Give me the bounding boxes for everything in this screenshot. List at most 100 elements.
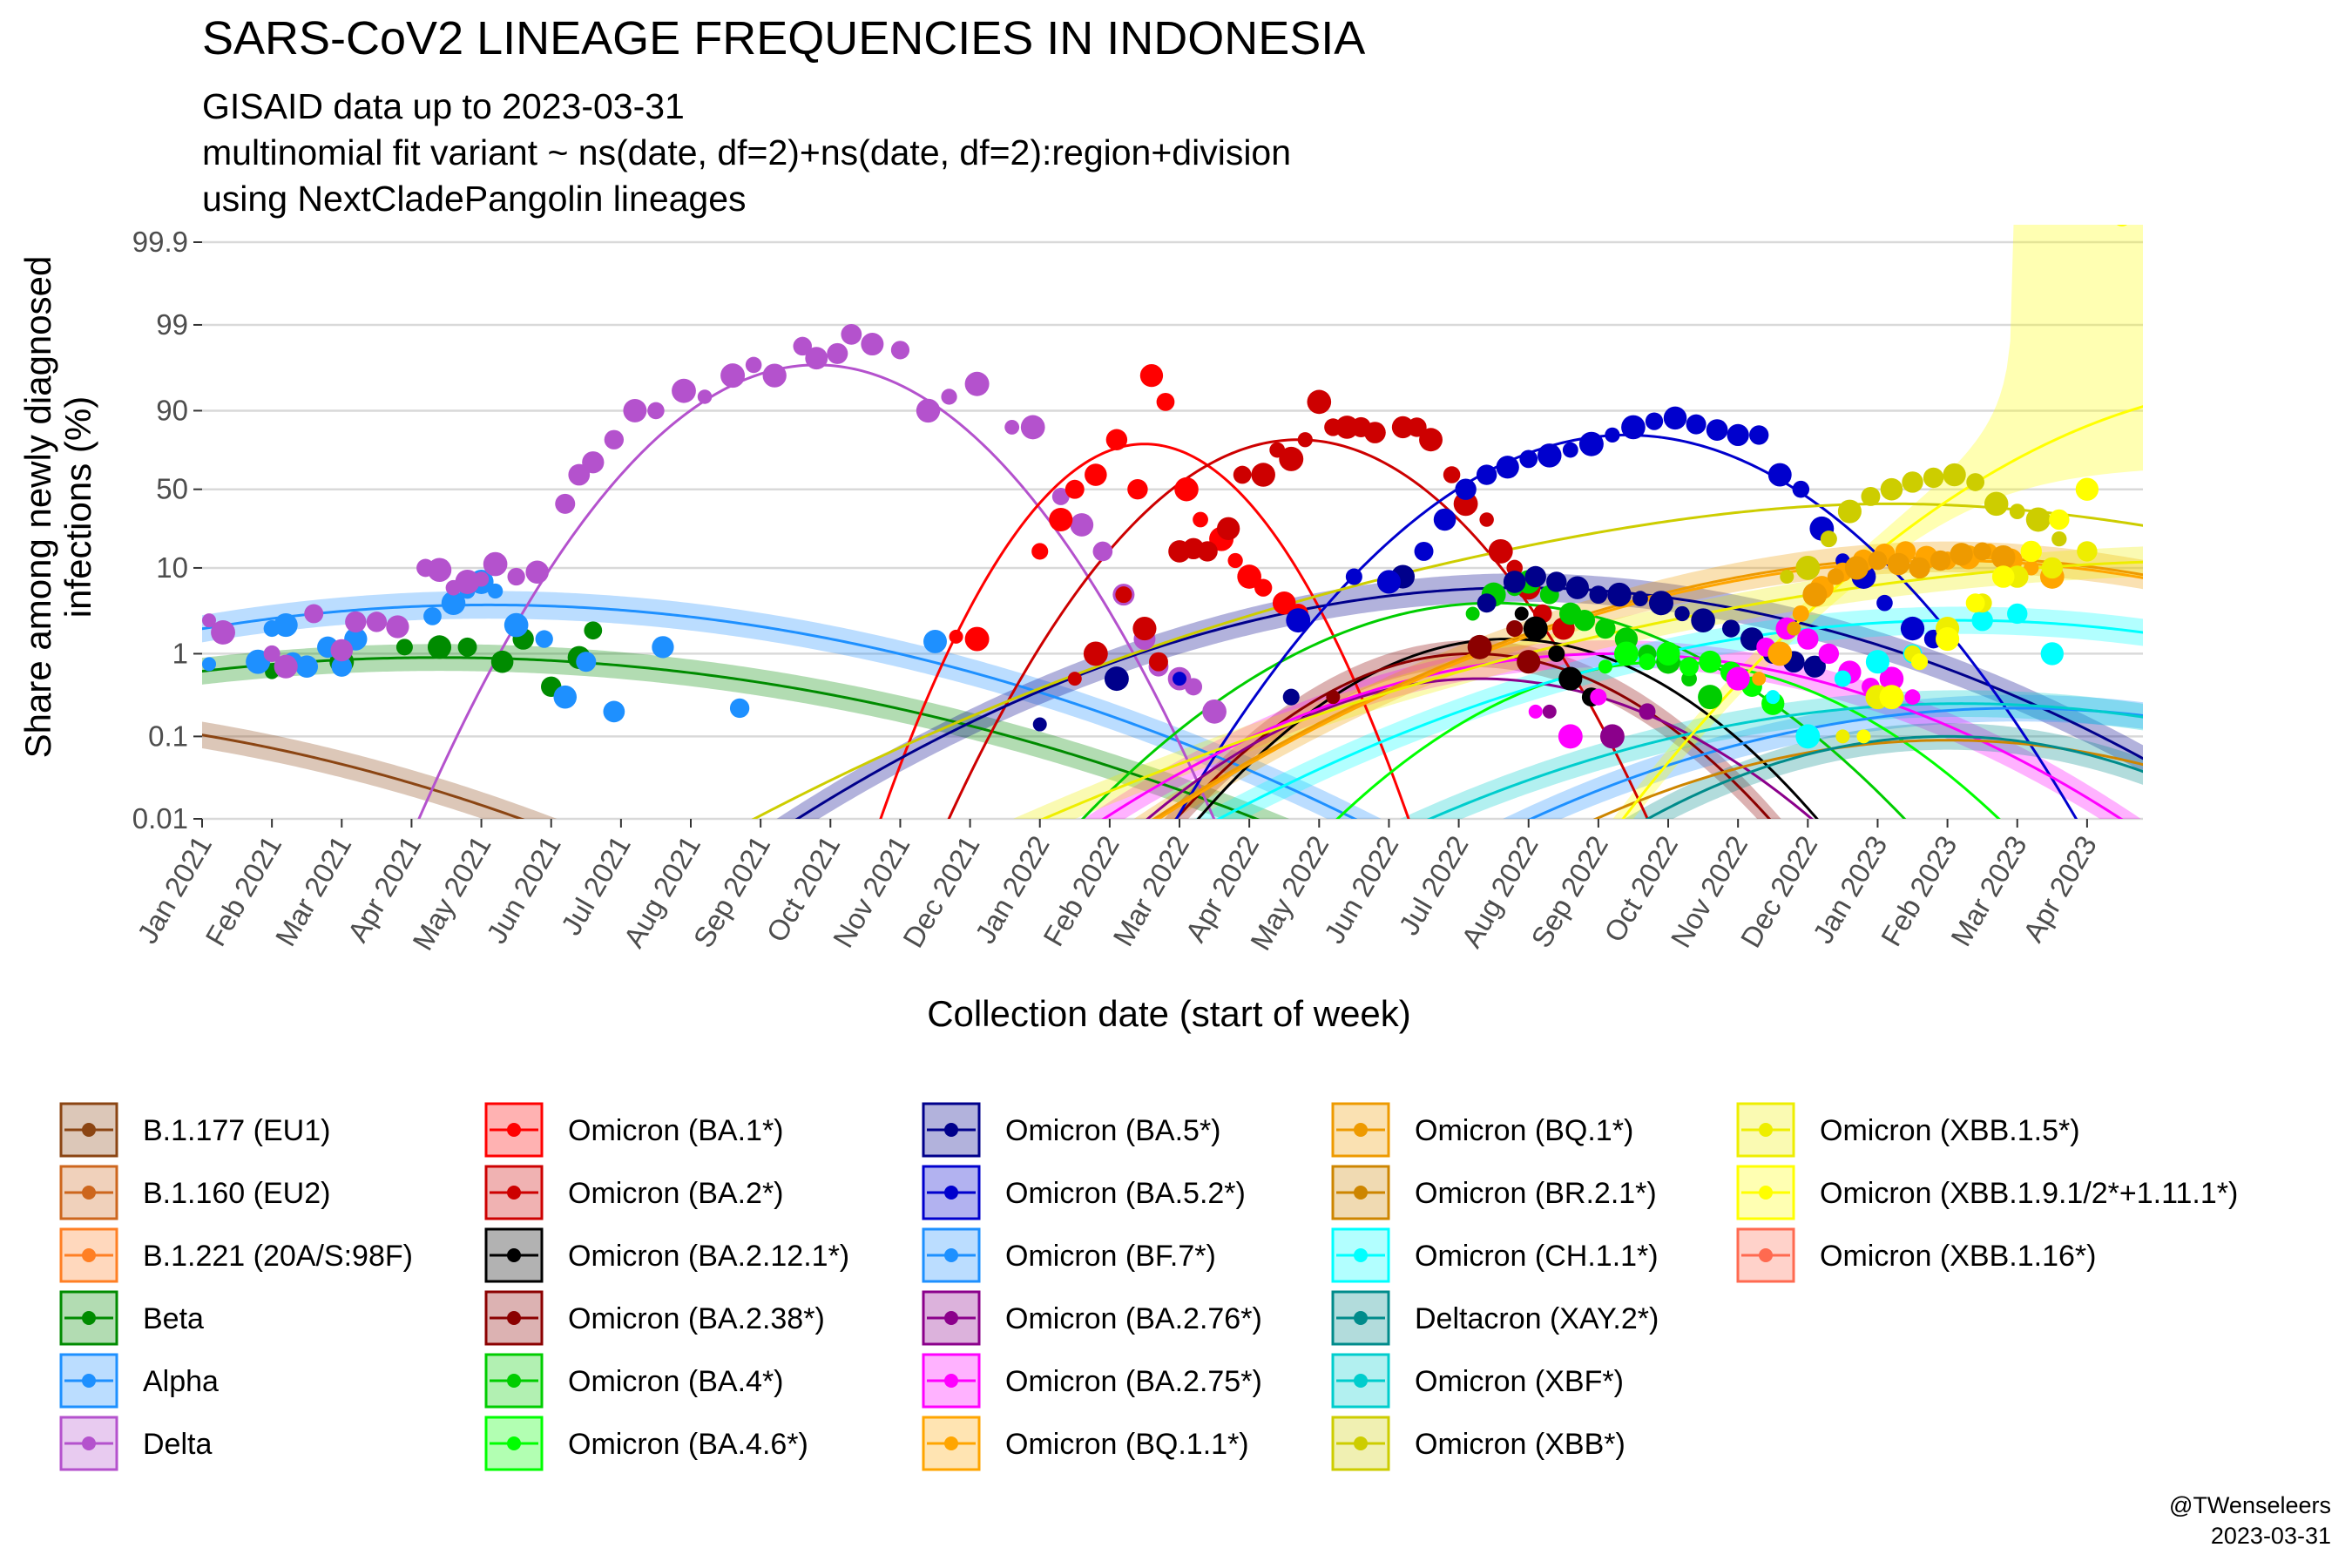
point-alpha-15 (535, 630, 553, 648)
point-delta-28 (793, 336, 812, 356)
legend-item-omicron-xbb-1-9-1-2-1-11-1: Omicron (XBB.1.9.1/2*+1.11.1*) (1736, 1165, 2238, 1220)
point-omicron-ba-5-19 (1803, 655, 1826, 678)
point-omicron-ba-2-18 (1364, 422, 1386, 443)
point-omicron-ba-4-6-2 (1639, 653, 1656, 671)
point-omicron-xbb-1-5-7 (2077, 541, 2098, 562)
point-delta-15 (507, 567, 525, 586)
point-omicron-xbb-1-5-6 (2041, 557, 2064, 579)
point-omicron-ba-5-2-19 (1727, 423, 1749, 447)
legend-item-omicron-bq-1: Omicron (BQ.1*) (1331, 1102, 1633, 1158)
point-alpha-16 (553, 685, 578, 709)
legend-item-beta: Beta (59, 1290, 204, 1346)
legend-label-delta: Delta (143, 1428, 212, 1461)
point-delta-35 (941, 389, 957, 405)
legend-label-omicron-xbb-1-5: Omicron (XBB.1.5*) (1820, 1114, 2080, 1147)
point-omicron-ba-2-1 (1083, 641, 1108, 666)
point-delta-21 (623, 398, 647, 422)
y-tick-label-99: 99 (156, 308, 188, 341)
legend-label-omicron-xbf: Omicron (XBF*) (1415, 1365, 1624, 1398)
point-alpha-7 (331, 656, 352, 677)
point-omicron-ba-2-7 (1197, 541, 1218, 562)
legend-label-omicron-bq-1: Omicron (BQ.1*) (1415, 1114, 1633, 1147)
point-omicron-ch-1-1-2 (1834, 670, 1851, 687)
point-alpha-9 (423, 607, 442, 625)
point-omicron-ba-2-19 (1391, 416, 1415, 439)
legend-item-omicron-ba-5-2: Omicron (BA.5.2*) (922, 1165, 1246, 1220)
legend-label-beta: Beta (143, 1302, 204, 1335)
point-alpha-0 (202, 657, 217, 672)
point-alpha-19 (652, 636, 674, 659)
point-omicron-ba-5-13 (1674, 605, 1690, 622)
legend-item-deltacron-xay-2: Deltacron (XAY.2*) (1331, 1290, 1659, 1346)
point-omicron-ba-2-12 (1279, 446, 1304, 471)
legend-item-omicron-xbb: Omicron (XBB*) (1331, 1416, 1625, 1471)
point-omicron-bq-1-1-0 (1752, 672, 1767, 686)
fit-line-omicron-xbf (1426, 702, 2143, 819)
legend-key-point-b-1-177-eu1 (82, 1123, 96, 1137)
legend-item-b-1-160-eu2: B.1.160 (EU2) (59, 1165, 330, 1220)
caption-date: 2023-03-31 (2211, 1523, 2331, 1549)
point-omicron-ba-5-2-4 (1414, 541, 1434, 561)
point-omicron-ba-1-15 (1254, 578, 1273, 597)
point-omicron-ba-5-7 (1546, 571, 1567, 592)
legend-item-omicron-ba-2-12-1: Omicron (BA.2.12.1*) (484, 1227, 849, 1283)
y-tick-label-10: 10 (156, 551, 188, 584)
point-omicron-ba-2-76-2 (1639, 703, 1656, 720)
legend-key-point-omicron-xbf (1354, 1374, 1368, 1388)
point-delta-14 (483, 551, 508, 577)
fit-line-omicron-ba-2-75 (1101, 652, 2124, 819)
y-axis-label-line-2: infections (%) (57, 396, 98, 618)
legend-label-omicron-xbb: Omicron (XBB*) (1415, 1428, 1625, 1461)
point-omicron-ba-5-2-18 (1706, 419, 1728, 441)
point-omicron-ba-4-6-4 (1680, 657, 1700, 677)
legend-key-point-omicron-bq-1-1 (944, 1436, 958, 1450)
point-delta-25 (720, 363, 746, 389)
point-omicron-ba-2-75-0 (1528, 704, 1543, 719)
point-omicron-ch-1-1-1 (1795, 724, 1821, 749)
point-delta-38 (1020, 415, 1045, 440)
point-omicron-ba-2-12-1-0 (1514, 606, 1529, 621)
legend-label-omicron-bq-1-1: Omicron (BQ.1.1*) (1005, 1428, 1249, 1461)
point-omicron-ba-1-4 (1064, 479, 1085, 499)
band-omicron-bf-7 (1503, 694, 2143, 819)
point-omicron-xbb-1-9-1-2-1-11-1-7 (2049, 509, 2070, 531)
legend-label-omicron-ba-2-12-1: Omicron (BA.2.12.1*) (568, 1240, 849, 1273)
point-omicron-ba-5-9 (1589, 585, 1608, 605)
legend-label-omicron-ba-4-6: Omicron (BA.4.6*) (568, 1428, 808, 1461)
point-delta-36 (964, 371, 990, 396)
point-beta-3 (427, 635, 452, 659)
legend-item-omicron-bq-1-1: Omicron (BQ.1.1*) (922, 1416, 1249, 1471)
legend-item-omicron-ba-4-6: Omicron (BA.4.6*) (484, 1416, 808, 1471)
x-axis-label: Collection date (start of week) (927, 993, 1411, 1034)
point-omicron-bq-1-2 (1827, 568, 1844, 585)
legend-item-b-1-221-20a-s-98f: B.1.221 (20A/S:98F) (59, 1227, 413, 1283)
legend-item-omicron-ba-2-76: Omicron (BA.2.76*) (922, 1290, 1262, 1346)
point-omicron-ba-2-25 (1488, 538, 1513, 564)
legend-label-omicron-ba-2-75: Omicron (BA.2.75*) (1005, 1365, 1262, 1398)
point-omicron-xbb-7 (1923, 467, 1944, 489)
point-omicron-ba-2-24 (1479, 512, 1494, 527)
point-omicron-ba-5-4 (1477, 593, 1497, 613)
point-omicron-ba-5-2-9 (1519, 449, 1538, 469)
point-omicron-ba-2-75-6 (1797, 628, 1819, 650)
point-omicron-ba-5-2-12 (1578, 431, 1604, 456)
point-omicron-xbb-1-9-1-2-1-11-1-6 (2020, 540, 2042, 563)
point-omicron-ba-5-2-2 (1345, 568, 1362, 585)
legend-key-point-omicron-ba-2-75 (944, 1374, 958, 1388)
point-omicron-ba-5-10 (1607, 582, 1632, 607)
point-delta-17 (555, 493, 576, 514)
legend-key-point-omicron-ba-5 (944, 1123, 958, 1137)
point-omicron-ba-1-8 (1139, 364, 1164, 388)
point-omicron-ba-4-7 (1595, 618, 1616, 639)
point-delta-32 (861, 333, 884, 356)
point-omicron-ba-4-6-1 (1613, 641, 1639, 666)
point-omicron-ba-2-2 (1115, 586, 1132, 604)
legend-label-omicron-xbb-1-9-1-2-1-11-1: Omicron (XBB.1.9.1/2*+1.11.1*) (1820, 1177, 2238, 1210)
legend-key-point-omicron-xbb-1-5 (1759, 1123, 1773, 1137)
point-omicron-ba-2-8 (1216, 517, 1240, 540)
point-delta-10 (427, 558, 452, 583)
point-omicron-ba-5-15 (1721, 619, 1740, 638)
chart-subtitle-line-2: multinomial fit variant ~ ns(date, df=2)… (202, 132, 1291, 172)
point-delta-22 (647, 402, 665, 420)
legend-item-alpha: Alpha (59, 1353, 219, 1409)
